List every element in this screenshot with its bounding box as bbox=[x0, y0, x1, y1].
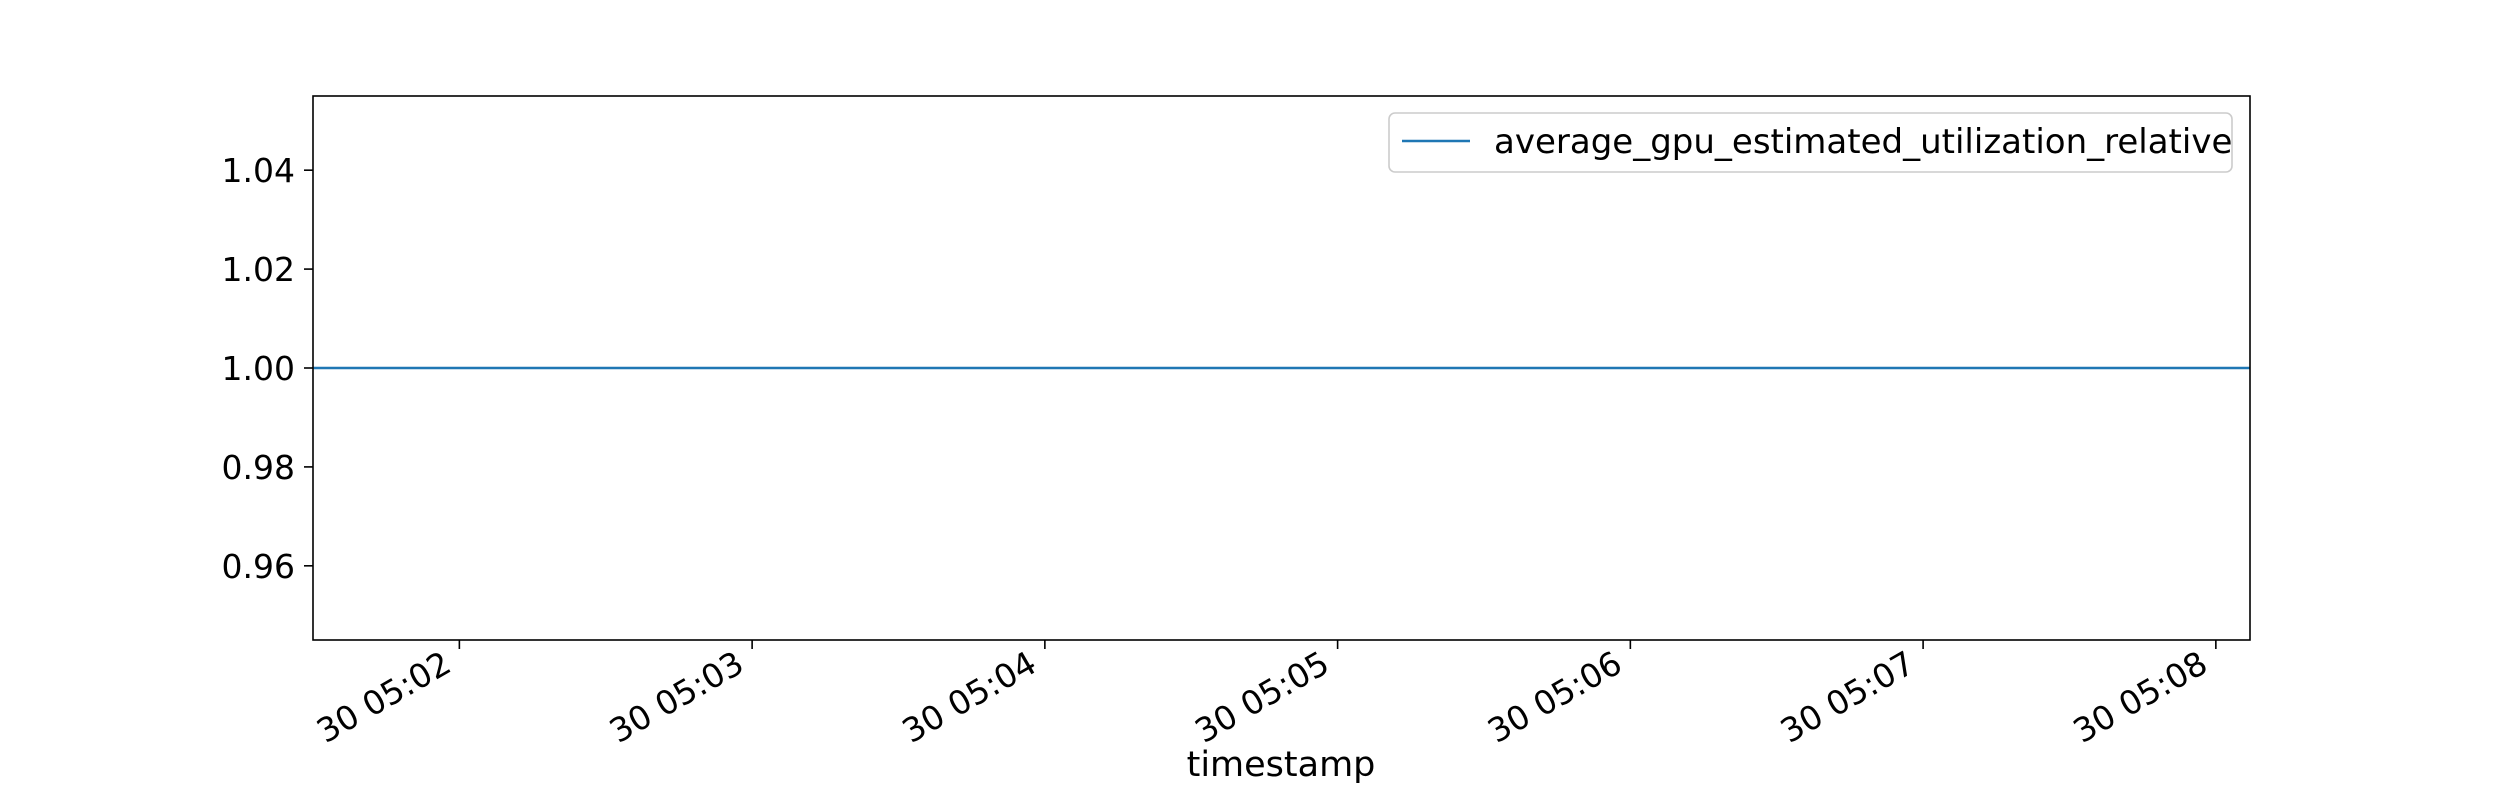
x-axis: 30 05:02 30 05:03 30 05:04 30 05:05 30 05:06… bbox=[310, 640, 2217, 751]
x-tick-label: 30 05:06 bbox=[1481, 643, 1628, 751]
y-tick-label: 1.04 bbox=[222, 151, 295, 190]
y-tick-label: 1.02 bbox=[222, 250, 295, 289]
y-tick-label: 1.00 bbox=[222, 349, 295, 388]
legend: average_gpu_estimated_utilization_relati… bbox=[1388, 112, 2233, 173]
x-tick-label: 30 05:05 bbox=[1188, 643, 1335, 751]
x-tick-label: 30 05:07 bbox=[1774, 643, 1921, 751]
x-axis-label: timestamp bbox=[1187, 745, 1376, 785]
y-tick-label: 0.96 bbox=[222, 547, 295, 586]
x-tick-label: 30 05:08 bbox=[2067, 643, 2214, 751]
legend-label: average_gpu_estimated_utilization_relati… bbox=[1494, 122, 2232, 162]
x-tick-label: 30 05:02 bbox=[310, 643, 457, 751]
x-tick-label: 30 05:03 bbox=[603, 643, 750, 751]
x-tick-label: 30 05:04 bbox=[896, 643, 1043, 751]
axes-frame bbox=[312, 95, 2251, 641]
legend-box bbox=[1388, 112, 2233, 173]
y-tick-label: 0.98 bbox=[222, 448, 295, 487]
y-axis: 0.96 0.98 1.00 1.02 1.04 bbox=[222, 151, 313, 586]
